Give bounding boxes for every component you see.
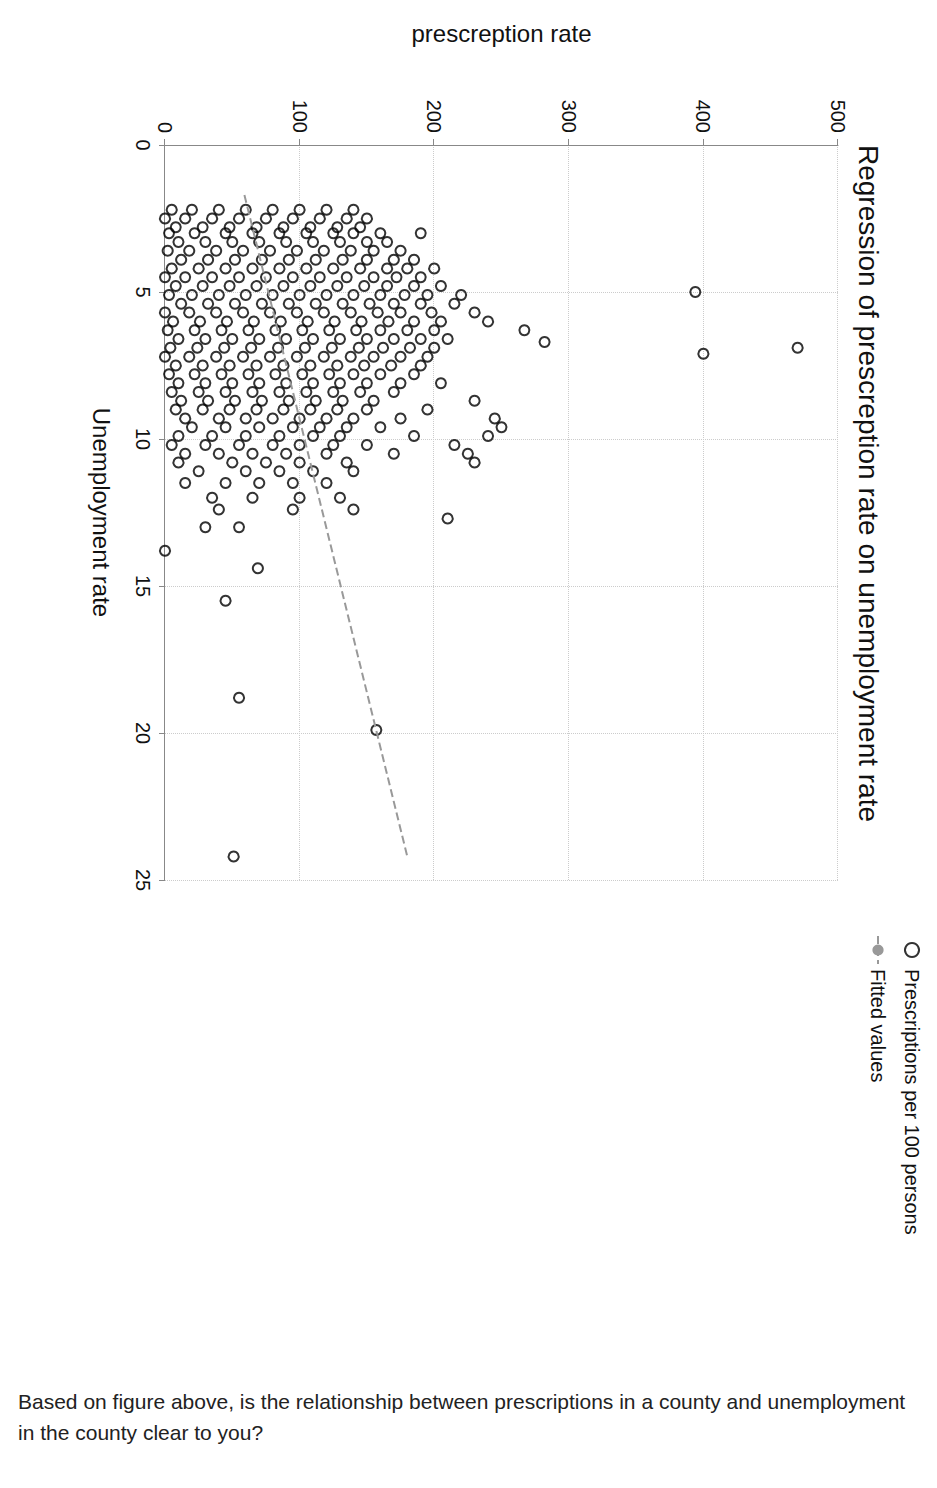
svg-text:15: 15 bbox=[132, 575, 154, 597]
svg-text:300: 300 bbox=[558, 100, 580, 133]
svg-text:500: 500 bbox=[827, 100, 849, 133]
html-text:Based on figure above, is the: Based on figure above, is the relationsh… bbox=[18, 1390, 906, 1444]
svg-text:Prescriptions per 100 persons: Prescriptions per 100 persons bbox=[901, 969, 923, 1235]
svg-text:Fitted values: Fitted values bbox=[867, 969, 889, 1082]
svg-text:10: 10 bbox=[132, 428, 154, 450]
svg-text:0: 0 bbox=[132, 139, 154, 150]
svg-text:20: 20 bbox=[132, 722, 154, 744]
svg-text:25: 25 bbox=[132, 869, 154, 891]
svg-text:0: 0 bbox=[154, 122, 176, 133]
svg-text:prescreption rate: prescreption rate bbox=[411, 20, 591, 47]
svg-text:Regression of prescreption rat: Regression of prescreption rate on unemp… bbox=[853, 145, 884, 822]
svg-text:5: 5 bbox=[132, 286, 154, 297]
svg-text:200: 200 bbox=[423, 100, 445, 133]
svg-text:100: 100 bbox=[289, 100, 311, 133]
svg-text:Unemployment rate: Unemployment rate bbox=[88, 408, 115, 617]
svg-text:400: 400 bbox=[692, 100, 714, 133]
